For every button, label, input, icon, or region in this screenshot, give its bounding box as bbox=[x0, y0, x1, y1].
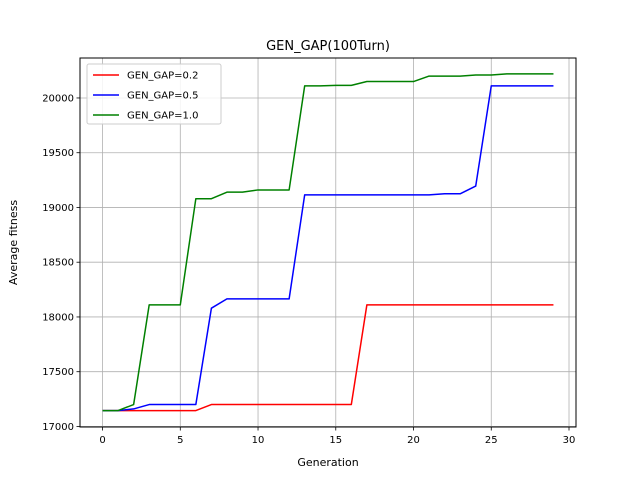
y-tick-label: 18000 bbox=[42, 312, 74, 323]
legend-label: GEN_GAP=1.0 bbox=[127, 111, 198, 122]
series-line-3 bbox=[102, 73, 554, 412]
x-axis-ticks: 0 5 10 15 20 25 30 bbox=[99, 427, 575, 446]
plot-frame bbox=[79, 57, 577, 428]
series-line-1 bbox=[102, 304, 554, 412]
chart-title: GEN_GAP(100Turn) bbox=[266, 39, 390, 54]
y-tick-label: 17500 bbox=[42, 367, 74, 378]
y-axis-label: Average fitness bbox=[7, 200, 20, 285]
x-tick-label: 25 bbox=[485, 435, 498, 446]
x-tick-label: 30 bbox=[563, 435, 576, 446]
y-tick-label: 18500 bbox=[42, 258, 74, 269]
y-tick-label: 20000 bbox=[42, 93, 74, 104]
x-tick-label: 10 bbox=[252, 435, 265, 446]
x-tick-label: 5 bbox=[177, 435, 183, 446]
legend-box bbox=[86, 63, 222, 125]
y-tick-label: 19000 bbox=[42, 203, 74, 214]
x-tick-label: 15 bbox=[329, 435, 342, 446]
legend-label: GEN_GAP=0.2 bbox=[127, 71, 198, 82]
x-axis-label: Generation bbox=[297, 456, 358, 469]
y-tick-label: 17000 bbox=[42, 422, 74, 433]
y-axis-ticks: 17000 17500 18000 18500 19000 19500 20000 bbox=[42, 93, 80, 433]
series-lines bbox=[102, 73, 554, 412]
grid-lines bbox=[80, 58, 576, 427]
legend: GEN_GAP=0.2 GEN_GAP=0.5 GEN_GAP=1.0 bbox=[86, 63, 222, 125]
x-tick-label: 0 bbox=[99, 435, 105, 446]
x-tick-label: 20 bbox=[407, 435, 420, 446]
legend-label: GEN_GAP=0.5 bbox=[127, 91, 198, 102]
series-line-2 bbox=[102, 85, 554, 412]
y-tick-label: 19500 bbox=[42, 148, 74, 159]
